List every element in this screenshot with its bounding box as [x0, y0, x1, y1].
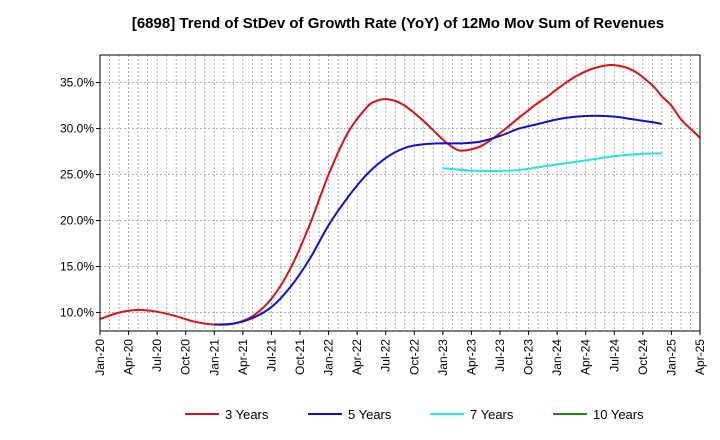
- chart-title: [6898] Trend of StDev of Growth Rate (Yo…: [132, 15, 664, 32]
- y-tick-label: 35.0%: [60, 76, 94, 90]
- x-tick-label: Jul-20: [150, 339, 164, 372]
- x-tick-label: Apr-22: [350, 339, 364, 375]
- legend-label: 3 Years: [225, 407, 269, 422]
- x-tick-label: Jan-20: [93, 339, 107, 376]
- x-tick-label: Apr-21: [236, 339, 250, 375]
- y-tick-label: 30.0%: [60, 122, 94, 136]
- x-tick-label: Apr-24: [579, 339, 593, 375]
- x-tick-label: Jul-22: [379, 339, 393, 372]
- grid: [100, 55, 700, 331]
- x-tick-label: Oct-23: [522, 339, 536, 375]
- legend: 3 Years 5 Years 7 Years 10 Years: [185, 407, 644, 422]
- legend-label: 7 Years: [470, 407, 514, 422]
- x-tick-label: Apr-25: [693, 339, 707, 375]
- x-tick-label: Jul-23: [493, 339, 507, 372]
- legend-label: 10 Years: [593, 407, 644, 422]
- y-tick-label: 10.0%: [60, 306, 94, 320]
- x-tick-label: Jul-24: [607, 339, 621, 372]
- series-line-5-years: [214, 114, 663, 326]
- x-tick-label: Oct-21: [293, 339, 307, 375]
- x-axis-ticks: Jan-20 Apr-20 Jul-20 Oct-20 Jan-21 Apr-21 Jul-…: [93, 331, 707, 376]
- x-tick-label: Oct-24: [636, 339, 650, 375]
- y-tick-label: 20.0%: [60, 214, 94, 228]
- legend-label: 5 Years: [348, 407, 392, 422]
- x-tick-label: Jan-22: [322, 339, 336, 376]
- x-tick-label: Apr-23: [464, 339, 478, 375]
- series-line-3-years: [99, 64, 701, 326]
- series-layer: [99, 64, 701, 326]
- y-tick-label: 25.0%: [60, 168, 94, 182]
- series-line-7-years: [442, 152, 662, 173]
- x-tick-label: Jan-25: [664, 339, 678, 376]
- x-tick-label: Jul-21: [264, 339, 278, 372]
- plot-area: [99, 54, 701, 332]
- x-tick-label: Jan-21: [207, 339, 221, 376]
- x-tick-label: Oct-22: [407, 339, 421, 375]
- x-tick-label: Apr-20: [122, 339, 136, 375]
- x-tick-label: Jan-23: [436, 339, 450, 376]
- y-axis-ticks: 10.0% 15.0% 20.0% 25.0% 30.0% 35.0%: [60, 76, 100, 320]
- x-tick-label: Oct-20: [179, 339, 193, 375]
- y-tick-label: 15.0%: [60, 260, 94, 274]
- x-tick-label: Jan-24: [550, 339, 564, 376]
